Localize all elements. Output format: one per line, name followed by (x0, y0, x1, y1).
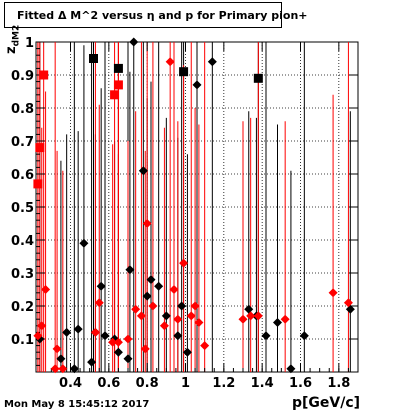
data-point-diamond (87, 357, 97, 367)
data-point-diamond (159, 321, 169, 331)
data-point-diamond (328, 288, 338, 298)
data-point-diamond (253, 311, 263, 321)
data-point-diamond (173, 314, 183, 324)
data-point-diamond (136, 311, 146, 321)
data-point-diamond (182, 347, 192, 357)
data-point-diamond (33, 331, 43, 341)
data-point-diamond (79, 238, 89, 248)
y-axis-label-sub: dM2 (11, 24, 22, 47)
data-point-diamond (73, 324, 83, 334)
data-point-diamond (244, 304, 254, 314)
y-tick-label: 1 (25, 36, 34, 51)
data-point-diamond (56, 354, 66, 364)
x-tick-label: 0.4 (59, 376, 82, 391)
data-point-diamond (207, 57, 217, 67)
data-point-diamond (165, 57, 175, 67)
data-point-diamond (280, 314, 290, 324)
data-point-diamond (50, 364, 60, 374)
data-point-diamond (190, 301, 200, 311)
data-point-square (89, 54, 98, 63)
chart-title-box: Fitted Δ M^2 versus η and p for Primary … (4, 2, 308, 28)
data-point-diamond (123, 334, 133, 344)
data-point-square (253, 73, 263, 83)
x-tick-label: 0.8 (136, 376, 159, 391)
data-point-diamond (173, 331, 183, 341)
data-point-diamond (62, 327, 72, 337)
data-point-diamond (194, 318, 204, 327)
data-point-diamond (129, 37, 139, 47)
data-point-diamond (123, 354, 133, 364)
data-point-diamond (94, 298, 104, 308)
axes: 0.4 0.6 0.8 1 1.2 1.4 1.6 1.8 0.1 0.2 0.3 0.4 0.5 0.6… (11, 36, 358, 391)
data-point-diamond (37, 321, 47, 331)
data-point-diamond (113, 347, 123, 357)
chart-title: Fitted Δ M^2 versus η and p for Primary … (17, 9, 308, 22)
data-point-diamond (148, 301, 158, 311)
data-point-diamond (113, 337, 123, 347)
data-point-diamond (186, 311, 196, 321)
data-point-diamond (90, 327, 100, 337)
y-tick-label: 0.7 (11, 135, 34, 150)
markers (33, 37, 355, 374)
data-point-diamond (96, 281, 106, 291)
y-tick-label: 0.5 (11, 201, 34, 216)
data-point-diamond (177, 301, 187, 311)
data-point-diamond (192, 80, 202, 90)
y-tick-label: 0.4 (11, 234, 34, 249)
data-point-diamond (246, 311, 256, 321)
data-point-diamond (169, 285, 179, 294)
data-point-diamond (131, 304, 141, 314)
x-tick-label: 0.6 (97, 376, 120, 391)
footer-timestamp: Mon May 8 15:45:12 2017 (4, 399, 150, 410)
data-point-diamond (299, 331, 309, 341)
data-point-diamond (140, 344, 150, 354)
data-point-square (113, 80, 123, 90)
data-point-diamond (69, 364, 79, 374)
y-axis-label: zdM2 (4, 25, 22, 54)
data-point-diamond (41, 285, 51, 294)
data-point-diamond (138, 166, 148, 176)
data-point-square (113, 63, 123, 73)
x-tick-label: 1.4 (251, 376, 274, 391)
data-point-square (35, 143, 45, 153)
x-axis-label: p[GeV/c] (292, 395, 361, 411)
data-point-diamond (142, 291, 152, 301)
y-tick-label: 0.1 (11, 333, 34, 348)
x-tick-label: 1.6 (289, 376, 312, 391)
data-point-diamond (146, 275, 156, 285)
data-point-diamond (179, 258, 189, 268)
data-point-diamond (154, 281, 164, 291)
data-point-diamond (273, 318, 282, 327)
data-point-square (33, 179, 43, 189)
data-point-diamond (125, 265, 135, 275)
data-point-square (110, 90, 120, 100)
y-tick-label: 0.6 (11, 168, 34, 183)
data-point-square (179, 67, 189, 77)
y-axis-label-main: z (4, 46, 19, 54)
error-lines (37, 42, 351, 372)
y-tick-label: 0.3 (11, 267, 34, 282)
data-point-diamond (52, 344, 62, 354)
x-tick-label: 1 (181, 376, 190, 391)
data-point-diamond (200, 341, 210, 351)
data-point-diamond (345, 304, 355, 314)
data-point-diamond (100, 331, 110, 341)
data-point-diamond (161, 311, 171, 321)
data-point-diamond (343, 298, 353, 308)
data-point-diamond (142, 219, 152, 228)
data-point-diamond (286, 364, 296, 374)
y-tick-label: 0.9 (11, 69, 34, 84)
x-tick-label: 1.2 (212, 376, 235, 391)
data-point-diamond (238, 314, 248, 324)
data-point-diamond (261, 331, 271, 341)
data-point-diamond (108, 337, 118, 347)
y-tick-label: 0.2 (11, 300, 34, 315)
data-point-diamond (58, 364, 68, 374)
data-point-square (39, 70, 49, 80)
x-tick-label: 1.8 (327, 376, 350, 391)
y-tick-label: 0.8 (11, 102, 34, 117)
